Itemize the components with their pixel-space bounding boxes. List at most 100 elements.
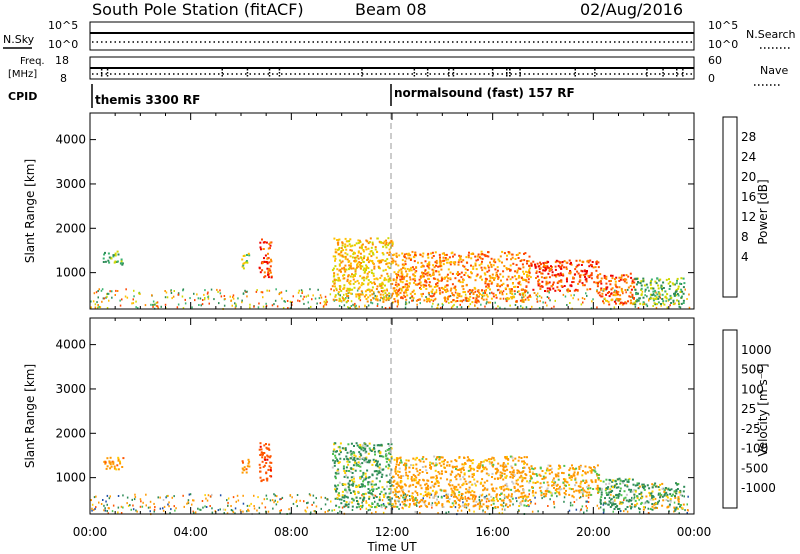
scatter-point xyxy=(343,505,346,508)
scatter-point xyxy=(341,447,344,450)
scatter-point xyxy=(257,496,259,499)
scatter-point xyxy=(582,491,584,494)
scatter-point xyxy=(484,273,487,276)
scatter-point xyxy=(635,300,638,303)
scatter-point xyxy=(356,264,359,267)
scatter-point xyxy=(102,261,105,263)
scatter-point xyxy=(575,259,578,262)
scatter-point xyxy=(686,512,688,514)
scatter-point xyxy=(388,262,391,265)
scatter-point xyxy=(525,286,528,288)
scatter-point xyxy=(456,296,459,299)
scatter-point xyxy=(640,288,643,291)
scatter-point xyxy=(280,291,283,294)
scatter-point xyxy=(116,290,119,292)
scatter-point xyxy=(333,278,336,281)
scatter-point xyxy=(434,482,437,485)
scatter-point xyxy=(677,500,680,503)
scatter-point xyxy=(430,285,433,288)
scatter-point xyxy=(485,285,488,288)
scatter-point xyxy=(352,464,355,467)
scatter-point xyxy=(530,500,532,503)
scatter-point xyxy=(404,496,407,499)
scatter-point xyxy=(402,266,404,269)
scatter-point xyxy=(357,490,360,493)
scatter-point xyxy=(403,462,406,465)
scatter-point xyxy=(575,508,578,511)
scatter-point xyxy=(674,495,676,498)
freq-tick-bottom: 8 xyxy=(60,72,67,85)
scatter-point xyxy=(577,489,580,492)
scatter-point xyxy=(626,510,629,513)
scatter-point xyxy=(494,506,497,508)
scatter-point xyxy=(358,294,361,297)
scatter-point xyxy=(349,457,352,460)
scatter-point xyxy=(377,450,380,453)
scatter-point xyxy=(480,505,483,508)
scatter-point xyxy=(388,251,391,254)
scatter-point xyxy=(428,273,431,276)
scatter-point xyxy=(534,467,537,470)
scatter-point xyxy=(542,269,545,272)
scatter-point xyxy=(461,285,464,288)
scatter-point xyxy=(496,498,498,501)
scatter-point xyxy=(387,467,390,470)
scatter-point xyxy=(648,299,650,302)
scatter-point xyxy=(525,270,528,273)
scatter-point xyxy=(580,508,582,511)
scatter-point xyxy=(120,512,123,514)
scatter-point xyxy=(358,293,361,296)
scatter-point xyxy=(678,302,681,305)
freq-dip-point xyxy=(646,72,648,74)
scatter-point xyxy=(652,305,654,307)
scatter-point xyxy=(499,498,502,500)
scatter-point xyxy=(519,260,522,262)
scatter-point xyxy=(439,263,442,266)
scatter-point xyxy=(612,503,615,506)
scatter-point xyxy=(341,244,344,247)
scatter-point xyxy=(261,238,263,241)
scatter-point xyxy=(488,460,491,463)
scatter-point xyxy=(570,261,572,264)
scatter-point xyxy=(609,490,612,493)
scatter-point xyxy=(337,512,339,514)
scatter-point xyxy=(657,297,660,300)
scatter-point xyxy=(426,298,429,300)
scatter-point xyxy=(387,298,390,301)
scatter-point xyxy=(131,302,133,305)
scatter-point xyxy=(419,469,422,471)
scatter-point xyxy=(373,292,375,295)
scatter-point xyxy=(668,298,671,301)
scatter-point xyxy=(425,493,428,496)
scatter-point xyxy=(261,454,264,457)
scatter-point xyxy=(501,499,504,502)
scatter-point xyxy=(659,278,662,281)
scatter-point xyxy=(622,302,625,305)
scatter-point xyxy=(370,483,373,486)
scatter-point xyxy=(600,295,603,298)
scatter-point xyxy=(631,293,634,296)
scatter-point xyxy=(615,496,618,499)
scatter-point xyxy=(269,455,272,458)
scatter-point xyxy=(422,283,425,286)
scatter-point xyxy=(519,495,522,498)
scatter-point xyxy=(627,478,630,481)
scatter-point xyxy=(173,505,175,508)
scatter-point xyxy=(459,303,461,306)
scatter-point xyxy=(542,475,545,478)
scatter-point xyxy=(365,450,368,453)
scatter-point xyxy=(388,488,391,490)
scatter-point xyxy=(374,500,376,503)
scatter-point xyxy=(523,296,525,299)
scatter-point xyxy=(380,284,383,287)
scatter-point xyxy=(343,268,346,271)
scatter-point xyxy=(611,274,614,277)
scatter-point xyxy=(528,255,531,258)
scatter-point xyxy=(620,276,623,279)
scatter-point xyxy=(393,505,395,508)
scatter-point xyxy=(515,278,518,281)
scatter-point xyxy=(474,290,476,293)
scatter-point xyxy=(401,259,404,262)
scatter-point xyxy=(681,507,684,510)
scatter-point xyxy=(477,299,480,302)
